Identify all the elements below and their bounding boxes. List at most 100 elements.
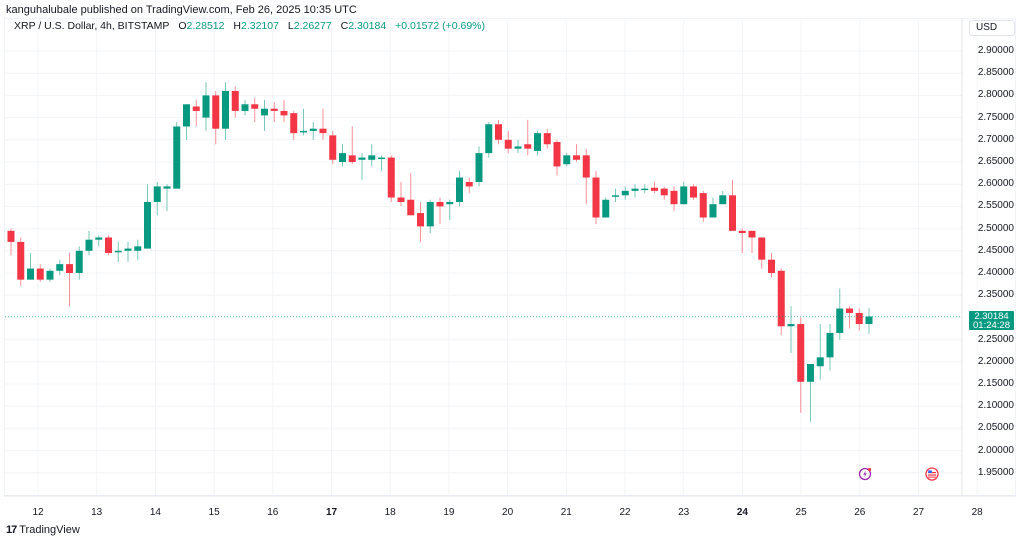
- candle[interactable]: [280, 99, 288, 123]
- candle[interactable]: [865, 308, 873, 334]
- candle[interactable]: [748, 230, 756, 254]
- candle[interactable]: [270, 102, 278, 123]
- candle[interactable]: [446, 199, 454, 220]
- candle[interactable]: [680, 181, 688, 205]
- candle[interactable]: [758, 237, 766, 269]
- lightning-event-icon[interactable]: [858, 467, 872, 481]
- candle[interactable]: [124, 241, 132, 262]
- candle[interactable]: [348, 126, 356, 165]
- candle[interactable]: [826, 324, 834, 371]
- candle[interactable]: [75, 246, 83, 280]
- candle[interactable]: [183, 104, 190, 140]
- candle[interactable]: [85, 230, 93, 256]
- open-value: 2.28512: [186, 20, 225, 32]
- candle[interactable]: [436, 197, 444, 225]
- candle[interactable]: [241, 99, 249, 116]
- candle[interactable]: [114, 241, 122, 262]
- candle[interactable]: [553, 139, 561, 176]
- candle[interactable]: [46, 268, 54, 282]
- candle[interactable]: [514, 139, 522, 154]
- candle[interactable]: [709, 197, 717, 218]
- candle[interactable]: [144, 184, 151, 249]
- candle[interactable]: [777, 268, 785, 336]
- candle[interactable]: [631, 184, 639, 198]
- candle[interactable]: [729, 179, 736, 231]
- candle[interactable]: [387, 155, 395, 202]
- candle[interactable]: [699, 190, 707, 222]
- candle[interactable]: [153, 181, 161, 216]
- candle[interactable]: [816, 324, 824, 380]
- candle[interactable]: [836, 288, 844, 340]
- candle[interactable]: [27, 253, 34, 280]
- candle[interactable]: [456, 170, 463, 207]
- last-price-tag: 2.30184 01:24:28: [969, 311, 1014, 330]
- candle[interactable]: [222, 82, 229, 140]
- candle[interactable]: [670, 186, 678, 211]
- candle[interactable]: [95, 235, 103, 247]
- currency-selector[interactable]: USD: [969, 20, 1015, 36]
- candle[interactable]: [797, 317, 805, 413]
- price-axis-label: 2.15000: [977, 378, 1014, 389]
- candle[interactable]: [719, 190, 727, 205]
- ohlc-legend: XRP / U.S. Dollar, 4h, BITSTAMP O2.28512…: [14, 20, 485, 32]
- candle[interactable]: [212, 90, 220, 145]
- candle[interactable]: [563, 153, 571, 167]
- candle[interactable]: [846, 306, 853, 329]
- candle[interactable]: [261, 99, 268, 131]
- publish-info: kanguhalubale published on TradingView.c…: [6, 4, 357, 16]
- candle[interactable]: [368, 144, 376, 167]
- candle[interactable]: [251, 97, 259, 123]
- candle[interactable]: [660, 186, 668, 200]
- candle[interactable]: [66, 253, 73, 307]
- candle[interactable]: [163, 184, 171, 211]
- tradingview-logo[interactable]: 17 TradingView: [6, 524, 80, 536]
- candle[interactable]: [524, 119, 532, 156]
- candle[interactable]: [485, 122, 493, 158]
- candle[interactable]: [543, 128, 551, 149]
- us-flag-event-icon[interactable]: [925, 467, 939, 481]
- candle[interactable]: [36, 264, 44, 282]
- candle[interactable]: [641, 184, 649, 194]
- candle[interactable]: [300, 108, 307, 136]
- candle[interactable]: [358, 153, 366, 180]
- candle[interactable]: [612, 188, 619, 202]
- candle[interactable]: [592, 170, 600, 225]
- candle[interactable]: [202, 82, 210, 131]
- candle[interactable]: [231, 86, 239, 118]
- candle[interactable]: [573, 144, 580, 162]
- candle[interactable]: [329, 130, 337, 165]
- candle[interactable]: [319, 108, 327, 140]
- candle[interactable]: [475, 146, 483, 187]
- candle[interactable]: [192, 99, 200, 127]
- candle[interactable]: [173, 122, 181, 189]
- candle[interactable]: [56, 259, 64, 276]
- candle[interactable]: [690, 184, 697, 200]
- candle[interactable]: [621, 186, 629, 200]
- candle[interactable]: [426, 199, 434, 234]
- candle[interactable]: [105, 235, 112, 256]
- candle[interactable]: [378, 155, 385, 171]
- candle[interactable]: [134, 239, 142, 260]
- date-axis-label: 15: [208, 507, 220, 518]
- candle[interactable]: [602, 197, 610, 218]
- candle[interactable]: [7, 228, 15, 256]
- candle[interactable]: [738, 228, 746, 254]
- candle[interactable]: [17, 237, 25, 287]
- candle[interactable]: [417, 201, 424, 242]
- candle[interactable]: [407, 173, 415, 216]
- candle[interactable]: [807, 364, 814, 422]
- candle[interactable]: [787, 306, 795, 353]
- candle[interactable]: [651, 181, 658, 194]
- candle[interactable]: [534, 130, 541, 156]
- candle[interactable]: [339, 144, 346, 167]
- candle[interactable]: [309, 122, 317, 140]
- candle[interactable]: [495, 119, 502, 145]
- candle[interactable]: [855, 308, 863, 331]
- candle[interactable]: [504, 130, 512, 154]
- candle[interactable]: [582, 148, 590, 205]
- candle[interactable]: [465, 177, 473, 194]
- candle[interactable]: [290, 110, 298, 140]
- candle[interactable]: [397, 181, 405, 207]
- candle[interactable]: [768, 253, 775, 278]
